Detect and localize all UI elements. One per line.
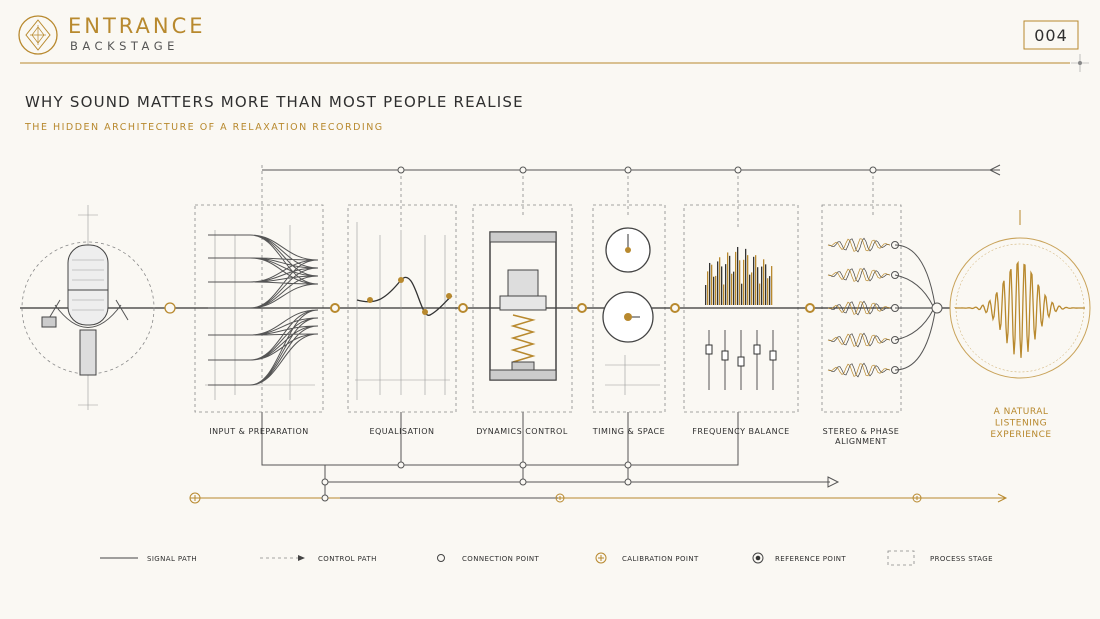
freq-bar (705, 285, 707, 305)
legend-label: CONNECTION POINT (462, 555, 540, 563)
title: WHY SOUND MATTERS MORE THAN MOST PEOPLE … (25, 93, 524, 111)
page-number-box (1023, 20, 1079, 50)
freq-bar (725, 264, 727, 305)
freq-bar (769, 276, 771, 305)
legend-label: REFERENCE POINT (775, 555, 846, 563)
freq-bar (763, 259, 765, 305)
freq-bar (765, 264, 767, 305)
brand: ENTRANCE (68, 14, 206, 38)
stereo-wave (827, 238, 891, 252)
stereo-wave (827, 362, 891, 378)
freq-bar (715, 275, 717, 305)
freq-bar (761, 266, 763, 305)
freq-bar (757, 267, 759, 305)
logo (18, 15, 58, 55)
stereo-wave (827, 333, 891, 347)
freq-bar (709, 262, 711, 305)
freq-bar (741, 283, 743, 305)
freq-bar (737, 246, 739, 305)
freq-bar (713, 276, 715, 305)
stereo-waves (827, 237, 899, 378)
stereo-wave (827, 332, 891, 348)
freq-bar (721, 266, 723, 305)
calibration-point (164, 302, 176, 314)
freq-bar (755, 255, 757, 305)
freq-bar (733, 271, 735, 305)
stage-label: EQUALISATION (369, 427, 434, 436)
freq-bar (743, 259, 745, 305)
freq-bar (723, 284, 725, 305)
frequency-display (705, 246, 777, 390)
eq-curve (355, 222, 453, 400)
freq-bar (711, 264, 713, 305)
freq-bar (759, 283, 761, 305)
stereo-wave (827, 301, 891, 315)
microphone (21, 205, 155, 410)
stage-label: FREQUENCY BALANCE (692, 427, 789, 436)
legend-label: PROCESS STAGE (930, 555, 993, 563)
fader-knob (769, 350, 777, 361)
stereo-wave (827, 267, 891, 283)
stereo-wave (827, 268, 891, 282)
fader-knob (721, 350, 729, 361)
freq-bar (717, 261, 719, 305)
legend-label: CALIBRATION POINT (622, 555, 699, 563)
page-number: 004 (1034, 26, 1068, 45)
stereo-wave (827, 363, 891, 377)
fader-knob (705, 344, 713, 355)
freq-bar (719, 257, 721, 305)
stage-label: STEREO & PHASE (823, 427, 900, 436)
crosshair-dot (1078, 61, 1082, 65)
freq-bar (771, 266, 773, 305)
output-label: LISTENING (995, 419, 1047, 429)
stereo-wave (827, 300, 891, 316)
freq-bar (753, 256, 755, 305)
freq-bar (751, 272, 753, 305)
freq-bar (747, 255, 749, 305)
freq-bar (749, 274, 751, 305)
freq-bar (727, 252, 729, 305)
input-routing (205, 225, 319, 400)
stage-label: TIMING & SPACE (592, 427, 665, 436)
subtitle: THE HIDDEN ARCHITECTURE OF A RELAXATION … (24, 122, 384, 133)
freq-bar (767, 278, 769, 305)
summing-node (931, 302, 943, 314)
brand-sub: BACKSTAGE (70, 39, 179, 53)
freq-bar (739, 260, 741, 305)
output-label: EXPERIENCE (990, 430, 1051, 440)
output-label: A NATURAL (994, 407, 1049, 417)
legend (100, 550, 915, 566)
legend-label: CONTROL PATH (318, 555, 377, 563)
freq-bar (745, 248, 747, 305)
signal-nodes (330, 303, 815, 313)
control-nodes (321, 166, 877, 502)
merge-lines (894, 244, 936, 371)
freq-bar (731, 273, 733, 305)
fader-knob (737, 356, 745, 367)
calibration-points (189, 492, 922, 504)
legend-label: SIGNAL PATH (147, 555, 197, 563)
fader-knob (753, 344, 761, 355)
freq-bar (729, 255, 731, 305)
freq-bar (735, 251, 737, 305)
stage-label: DYNAMICS CONTROL (476, 427, 568, 436)
output-wave (949, 210, 1091, 379)
freq-bar (707, 271, 709, 305)
clocks (602, 227, 660, 395)
stage-label: ALIGNMENT (835, 437, 887, 446)
stereo-wave (827, 237, 891, 253)
stage-label: INPUT & PREPARATION (209, 427, 309, 436)
compressor (489, 231, 557, 381)
